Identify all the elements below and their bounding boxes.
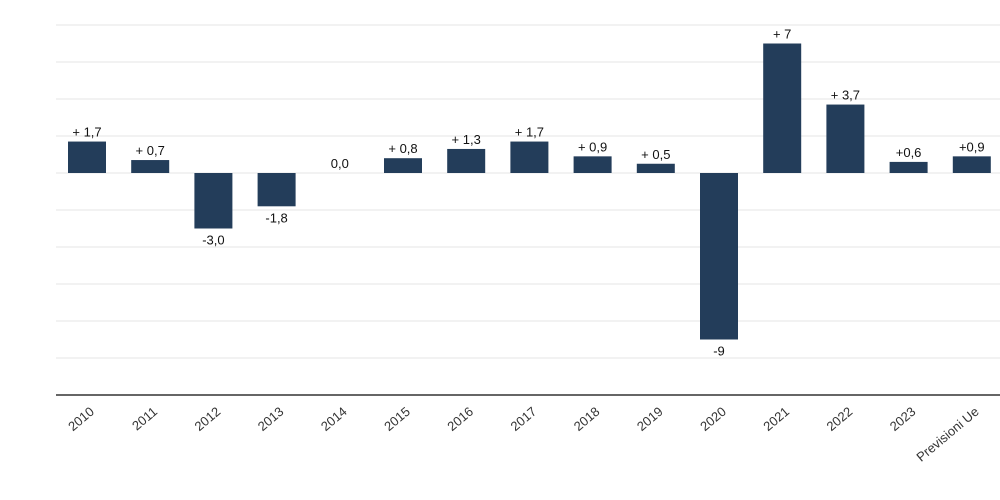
bar bbox=[763, 43, 802, 173]
data-label: + 0,8 bbox=[388, 141, 417, 156]
data-label: + 3,7 bbox=[831, 88, 860, 103]
data-label: + 0,9 bbox=[578, 139, 607, 154]
bar bbox=[700, 173, 738, 340]
bar bbox=[952, 156, 991, 173]
data-label: + 0,5 bbox=[641, 147, 670, 162]
bar bbox=[68, 141, 106, 173]
data-label: +0,6 bbox=[896, 145, 922, 160]
x-tick-label: 2013 bbox=[255, 404, 287, 434]
data-label: + 1,7 bbox=[72, 125, 101, 140]
x-tick-label: 2011 bbox=[129, 404, 160, 433]
x-tick-label: 2023 bbox=[887, 404, 919, 434]
x-tick-label: 2012 bbox=[192, 404, 224, 434]
bar bbox=[384, 158, 422, 173]
x-tick-label: 2021 bbox=[760, 404, 792, 434]
x-tick-label: 2018 bbox=[571, 404, 603, 434]
x-tick-label: 2020 bbox=[697, 404, 729, 434]
data-label: + 1,3 bbox=[452, 132, 481, 147]
x-tick-label: 2015 bbox=[381, 404, 413, 434]
x-tick-label: Previsioni Ue bbox=[913, 404, 981, 465]
data-label: + 1,7 bbox=[515, 125, 544, 140]
x-tick-label: 2022 bbox=[824, 404, 856, 434]
data-label: +0,9 bbox=[959, 139, 985, 154]
x-tick-label: 2019 bbox=[634, 404, 666, 434]
x-tick-label: 2017 bbox=[508, 404, 540, 434]
bar bbox=[447, 148, 486, 173]
bar bbox=[131, 160, 170, 173]
x-tick-label: 2016 bbox=[444, 404, 476, 434]
bars bbox=[68, 43, 991, 340]
bar bbox=[636, 163, 675, 173]
bar bbox=[889, 161, 928, 173]
x-tick-label: 2010 bbox=[65, 404, 97, 434]
data-label: -1,8 bbox=[265, 210, 287, 225]
bar bbox=[573, 156, 612, 173]
x-tick-label: 2014 bbox=[318, 404, 350, 434]
data-label: + 0,7 bbox=[136, 143, 165, 158]
bar bbox=[257, 173, 296, 207]
data-label: + 7 bbox=[773, 27, 791, 42]
data-label: -3,0 bbox=[202, 233, 224, 248]
data-labels: + 1,7 + 0,7 -3,0 -1,8 0,0 + 0,8 + 1,3 + 1,7 + 0,… bbox=[72, 27, 984, 359]
bar bbox=[194, 173, 233, 229]
bar bbox=[510, 141, 549, 173]
bar bbox=[826, 104, 865, 173]
data-label: 0,0 bbox=[331, 156, 349, 171]
data-label: -9 bbox=[713, 344, 725, 359]
x-tick-labels: 2010 2011 2012 2013 2014 2015 2016 2017 2018 2019… bbox=[65, 404, 982, 465]
